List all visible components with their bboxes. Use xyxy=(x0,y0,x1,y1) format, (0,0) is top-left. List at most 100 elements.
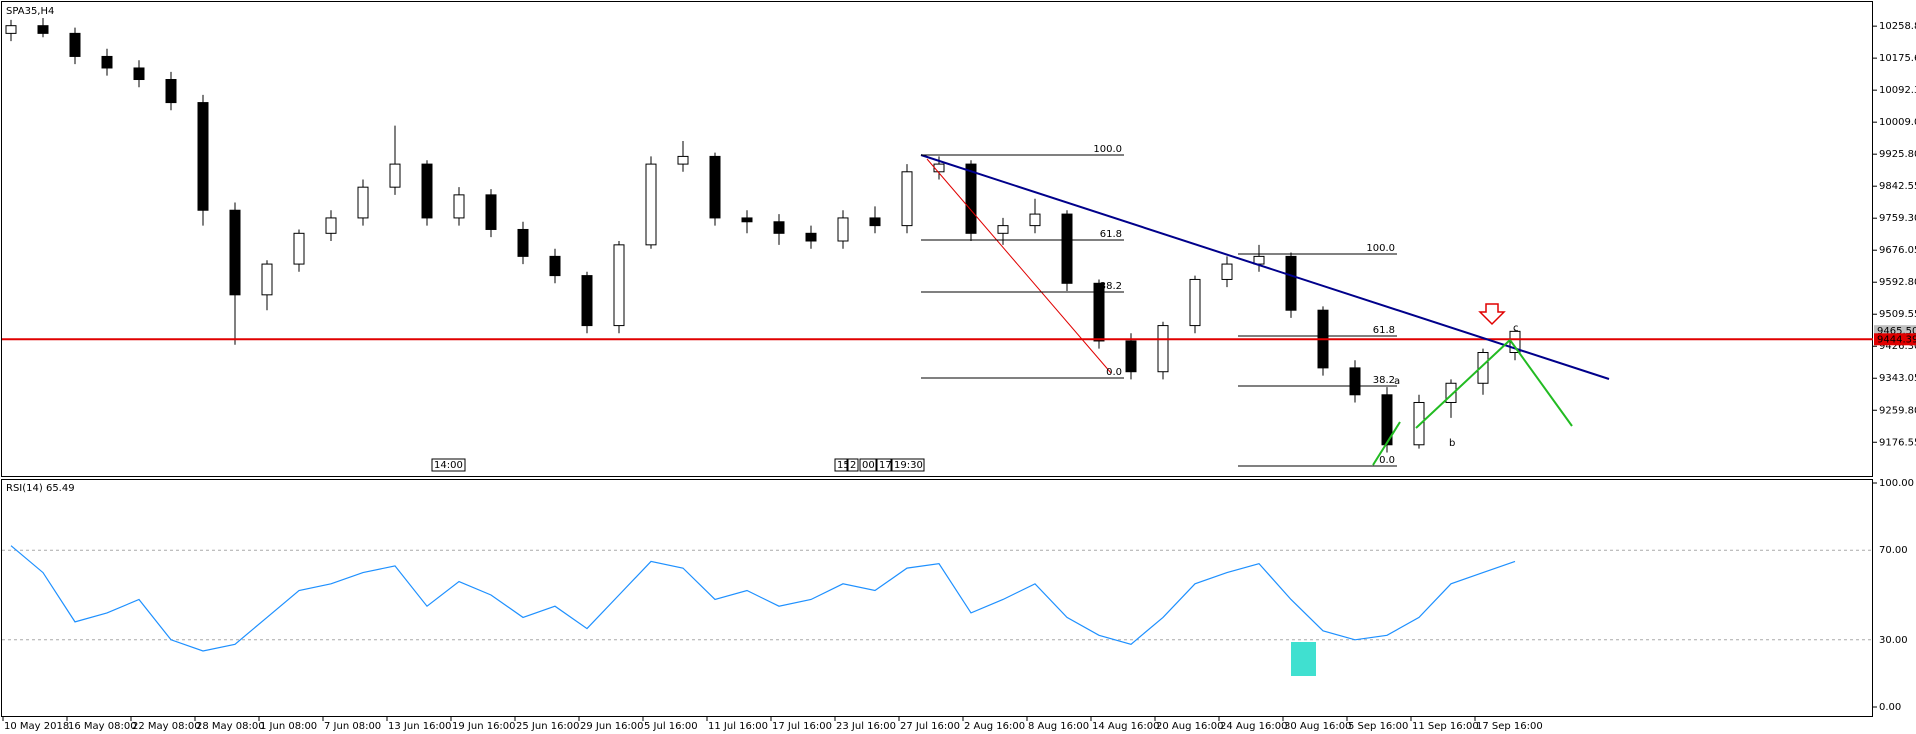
candle-body xyxy=(997,225,1009,234)
y-tick-label: 0.00 xyxy=(1879,702,1901,713)
x-tick-label: 2 Aug 16:00 xyxy=(964,721,1025,732)
rsi-title: RSI(14) 65.49 xyxy=(6,483,75,494)
y-tick-label: 9176.55 xyxy=(1879,437,1916,448)
x-tick-label: 20 Aug 16:00 xyxy=(1156,721,1223,732)
candle-body xyxy=(229,209,241,296)
candle-body xyxy=(645,163,657,246)
price-label: 9444.39 xyxy=(1877,334,1916,345)
y-tick-label: 9259.80 xyxy=(1879,405,1916,416)
candle-body xyxy=(1477,352,1489,384)
candle-body xyxy=(1349,367,1361,396)
fib-label: 100.0 xyxy=(1093,144,1122,155)
y-tick-label: 9426.30 xyxy=(1879,341,1916,352)
candle-body xyxy=(741,217,753,223)
x-tick-label: 28 May 08:00 xyxy=(196,721,265,732)
y-tick-label: 10258.80 xyxy=(1879,21,1916,32)
x-tick-label: 1 Jun 08:00 xyxy=(260,721,317,732)
down-arrow xyxy=(1478,303,1506,326)
candle-body xyxy=(1285,255,1297,311)
x-tick-label: 25 Jun 16:00 xyxy=(516,721,580,732)
wave-line xyxy=(1509,339,1573,427)
x-tick-label: 29 Jun 16:00 xyxy=(580,721,644,732)
candle-body xyxy=(1157,325,1169,373)
y-tick-label: 10009.05 xyxy=(1879,117,1916,128)
candle-body xyxy=(133,67,145,81)
rsi-panel xyxy=(1,479,1873,717)
time-mark-box xyxy=(834,458,848,472)
time-mark-box xyxy=(847,458,859,472)
wave-label: b xyxy=(1449,438,1455,449)
x-tick-label: 13 Jun 16:00 xyxy=(388,721,452,732)
x-tick-label: 23 Jul 16:00 xyxy=(836,721,896,732)
candle-body xyxy=(389,163,401,188)
candle-body xyxy=(773,221,785,234)
wave-line xyxy=(1372,421,1401,466)
x-tick-label: 14 Aug 16:00 xyxy=(1092,721,1159,732)
time-mark-box xyxy=(891,458,925,472)
candle-body xyxy=(1029,213,1041,227)
candle-body xyxy=(357,186,369,219)
x-tick-label: 17 Sep 16:00 xyxy=(1476,721,1543,732)
candle-body xyxy=(69,32,81,57)
candle-body xyxy=(549,255,561,277)
time-mark: 15: xyxy=(837,460,853,471)
y-tick-label: 100.00 xyxy=(1879,478,1914,489)
y-tick-label: 9343.05 xyxy=(1879,373,1916,384)
time-mark-box xyxy=(876,458,892,472)
candle-body xyxy=(165,79,177,104)
time-mark: 2 xyxy=(850,460,856,471)
candle-body xyxy=(837,217,849,242)
oversold-highlight xyxy=(1291,642,1316,676)
y-tick-label: 9509.55 xyxy=(1879,309,1916,320)
candle-body xyxy=(901,171,913,227)
candle-body xyxy=(709,155,721,219)
x-tick-label: 24 Aug 16:00 xyxy=(1220,721,1287,732)
x-tick-label: 17 Jul 16:00 xyxy=(772,721,832,732)
fib-base-line xyxy=(926,158,1112,374)
fib-label: 0.0 xyxy=(1379,455,1395,466)
y-tick-label: 10092.30 xyxy=(1879,85,1916,96)
time-mark: 19:30 xyxy=(894,460,923,471)
candle-body xyxy=(197,102,209,211)
candle-body xyxy=(1509,330,1521,354)
candle-body xyxy=(261,263,273,296)
candle-body xyxy=(613,244,625,327)
candle-body xyxy=(1381,394,1393,446)
price-panel xyxy=(1,1,1873,477)
fib-label: 38.2 xyxy=(1100,281,1122,292)
x-tick-label: 5 Jul 16:00 xyxy=(644,721,698,732)
fib-label: 0.0 xyxy=(1106,367,1122,378)
wave-label: a xyxy=(1394,376,1400,387)
x-tick-label: 8 Aug 16:00 xyxy=(1028,721,1089,732)
wave-line xyxy=(1415,339,1511,429)
y-tick-label: 9842.55 xyxy=(1879,181,1916,192)
candle-body xyxy=(5,25,17,34)
x-tick-label: 16 May 08:00 xyxy=(68,721,137,732)
price-label-box xyxy=(1874,333,1916,346)
candle-body xyxy=(869,217,881,227)
fib-label: 61.8 xyxy=(1373,325,1395,336)
candle-body xyxy=(421,163,433,219)
candle-body xyxy=(933,163,945,173)
candle-body xyxy=(101,55,113,69)
y-tick-label: 9676.05 xyxy=(1879,245,1916,256)
symbol-title: SPA35,H4 xyxy=(6,6,54,17)
candle-body xyxy=(1093,282,1105,342)
time-mark-box xyxy=(431,458,466,472)
candle-body xyxy=(1445,382,1457,403)
y-tick-label: 9592.80 xyxy=(1879,277,1916,288)
y-tick-label: 70.00 xyxy=(1879,545,1908,556)
time-mark: 14:00 xyxy=(434,460,463,471)
fib-label: 61.8 xyxy=(1100,229,1122,240)
time-mark: 00 xyxy=(862,460,875,471)
candle-body xyxy=(37,25,49,34)
y-tick-label: 30.00 xyxy=(1879,635,1908,646)
x-tick-label: 22 May 08:00 xyxy=(132,721,201,732)
candle-body xyxy=(677,155,689,165)
x-tick-label: 30 Aug 16:00 xyxy=(1284,721,1351,732)
candle-body xyxy=(325,217,337,234)
candle-body xyxy=(1125,340,1137,373)
candle-body xyxy=(293,232,305,265)
